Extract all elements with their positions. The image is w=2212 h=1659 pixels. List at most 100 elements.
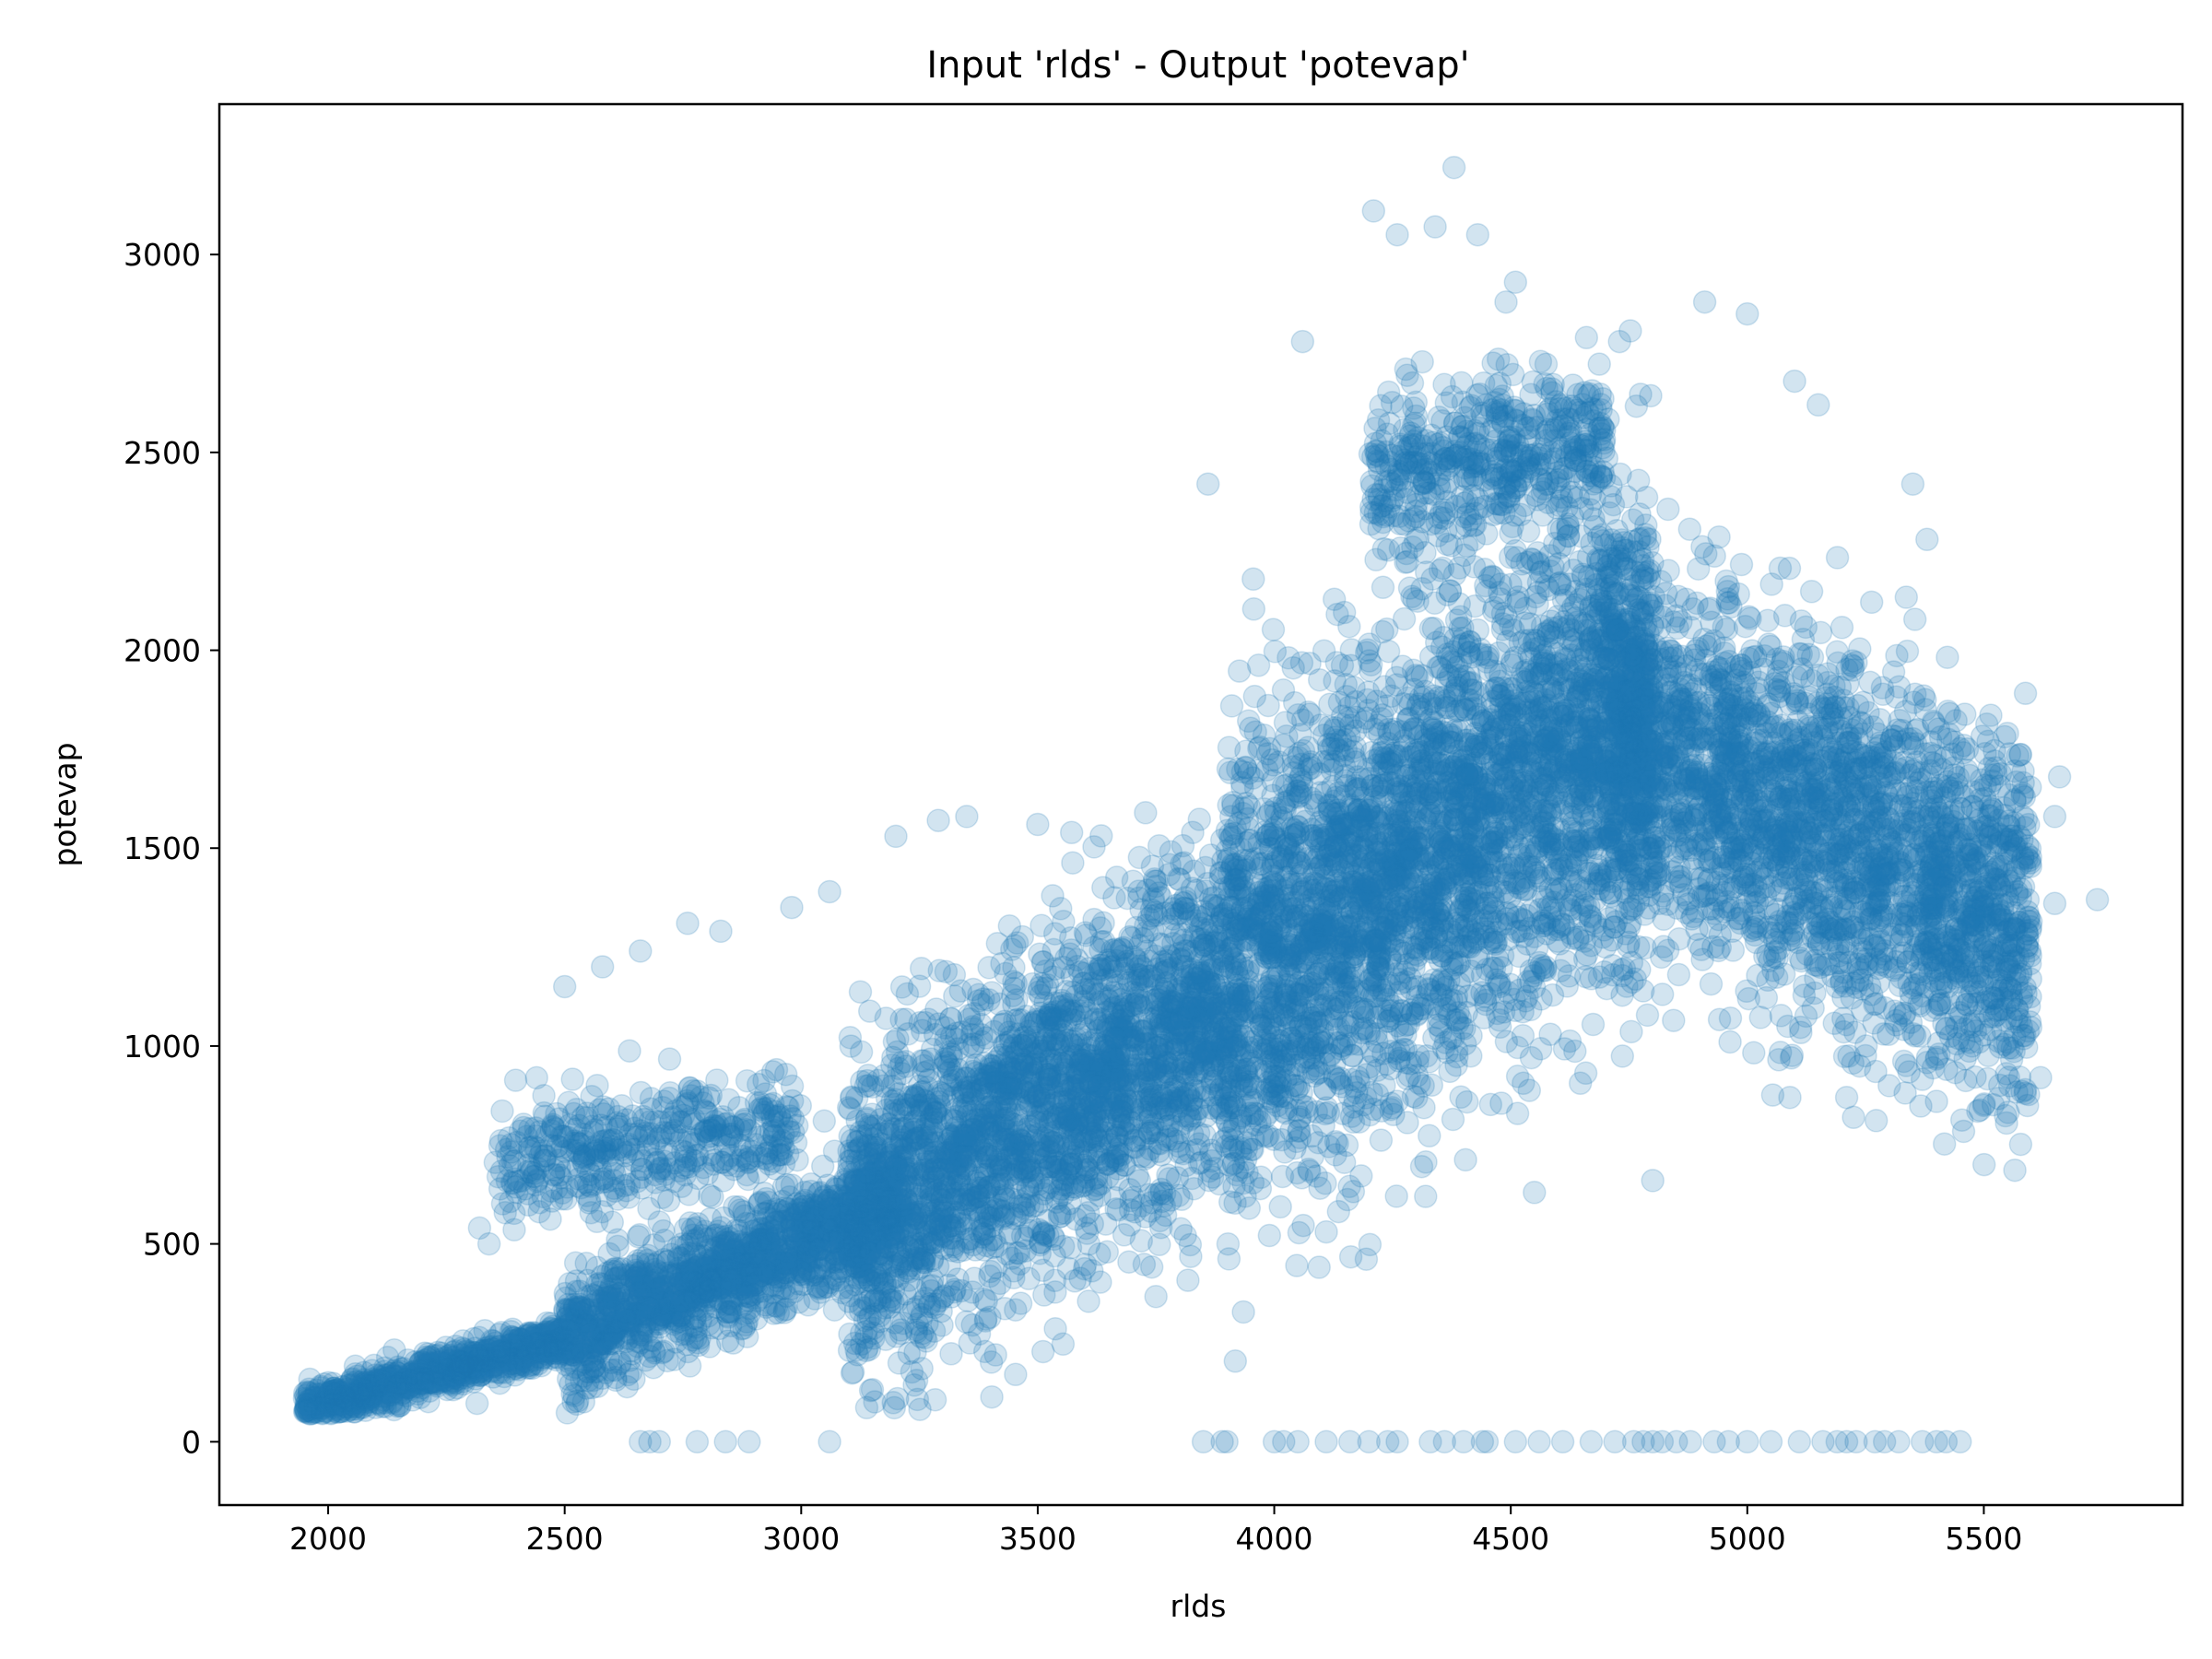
scatter-point-122 bbox=[357, 1384, 382, 1408]
scatter-point-4778 bbox=[1146, 992, 1170, 1016]
scatter-point-4864 bbox=[920, 1037, 945, 1062]
scatter-point-2213 bbox=[791, 1190, 816, 1215]
scatter-point-121 bbox=[303, 1395, 328, 1419]
scatter-point-4860 bbox=[1159, 1062, 1184, 1087]
scatter-point-138 bbox=[413, 1353, 438, 1377]
scatter-point-2264 bbox=[676, 1339, 700, 1364]
scatter-point-2292 bbox=[764, 1247, 789, 1272]
scatter-point-4839 bbox=[900, 1154, 924, 1179]
scatter-point-2246 bbox=[771, 1175, 796, 1199]
scatter-point-4805 bbox=[1135, 968, 1159, 993]
scatter-point-4291 bbox=[1004, 1362, 1028, 1387]
scatter-point-4751 bbox=[1088, 1242, 1112, 1266]
scatter-point-19 bbox=[428, 1364, 453, 1388]
scatter-point-891 bbox=[470, 1338, 495, 1363]
scatter-point-82 bbox=[380, 1382, 404, 1407]
scatter-point-67 bbox=[535, 1342, 559, 1367]
scatter-point-4881 bbox=[1033, 976, 1058, 1001]
scatter-point-3105 bbox=[1179, 1244, 1203, 1268]
scatter-point-4767 bbox=[1172, 964, 1197, 989]
scatter-point-4792 bbox=[1112, 1063, 1137, 1088]
scatter-point-86 bbox=[389, 1357, 413, 1382]
scatter-point-146 bbox=[476, 1347, 500, 1372]
scatter-point-4474 bbox=[980, 1384, 1004, 1409]
scatter-point-72 bbox=[549, 1330, 573, 1354]
scatter-point-4698 bbox=[935, 1175, 960, 1199]
scatter-point-2293 bbox=[580, 1282, 605, 1307]
scatter-point-4543 bbox=[849, 1120, 873, 1144]
scatter-point-39 bbox=[464, 1367, 488, 1391]
scatter-point-2290 bbox=[807, 1257, 832, 1281]
scatter-point-3840 bbox=[1169, 1217, 1193, 1241]
scatter-point-4851 bbox=[894, 1259, 918, 1283]
scatter-point-89 bbox=[501, 1342, 525, 1367]
scatter-point-92 bbox=[327, 1399, 352, 1424]
scatter-point-4769 bbox=[1017, 1266, 1041, 1291]
scatter-point-3717 bbox=[1176, 1268, 1200, 1292]
scatter-point-4885 bbox=[841, 1214, 865, 1239]
scatter-point-4597 bbox=[889, 1007, 913, 1032]
scatter-point-81 bbox=[331, 1397, 355, 1421]
scatter-point-4278 bbox=[857, 999, 882, 1023]
scatter-point-133 bbox=[426, 1369, 451, 1394]
scatter-point-4879 bbox=[1096, 1165, 1120, 1189]
scatter-point-28 bbox=[532, 1329, 556, 1354]
scatter-point-62 bbox=[312, 1389, 336, 1413]
scatter-point-143 bbox=[346, 1397, 370, 1421]
scatter-point-4873 bbox=[1051, 1105, 1076, 1130]
scatter-point-46 bbox=[419, 1371, 444, 1394]
scatter-point-898 bbox=[420, 1358, 444, 1382]
scatter-point-22 bbox=[499, 1338, 524, 1362]
scatter-point-4886 bbox=[983, 1050, 1008, 1074]
scatter-point-5 bbox=[395, 1371, 420, 1395]
scatter-point-129 bbox=[297, 1397, 322, 1422]
scatter-point-64 bbox=[400, 1368, 424, 1392]
scatter-point-4912 bbox=[1241, 597, 1266, 621]
scatter-point-869 bbox=[371, 1377, 395, 1402]
scatter-point-4890 bbox=[980, 1199, 1004, 1223]
scatter-point-4785 bbox=[1187, 1006, 1212, 1030]
scatter-point-83 bbox=[473, 1350, 497, 1375]
scatter-point-3251 bbox=[1102, 886, 1126, 910]
scatter-point-3689 bbox=[882, 1030, 907, 1054]
scatter-point-58 bbox=[350, 1394, 374, 1419]
scatter-point-4390 bbox=[838, 1097, 863, 1122]
scatter-point-14 bbox=[464, 1346, 488, 1370]
scatter-point-127 bbox=[323, 1392, 347, 1416]
scatter-point-20 bbox=[533, 1327, 558, 1351]
scatter-point-896 bbox=[294, 1393, 319, 1417]
scatter-point-4322 bbox=[1056, 1256, 1081, 1281]
scatter-point-61 bbox=[451, 1370, 476, 1394]
scatter-point-42 bbox=[535, 1330, 559, 1354]
scatter-point-4799 bbox=[1176, 909, 1201, 934]
scatter-point-2200 bbox=[707, 1316, 732, 1341]
scatter-point-134 bbox=[336, 1377, 360, 1401]
scatter-point-93 bbox=[367, 1381, 391, 1406]
scatter-point-6 bbox=[540, 1331, 565, 1355]
scatter-point-2995 bbox=[1059, 820, 1084, 845]
scatter-point-4702 bbox=[880, 1074, 904, 1099]
scatter-point-23 bbox=[324, 1379, 347, 1403]
scatter-point-237 bbox=[465, 1391, 489, 1416]
scatter-point-97 bbox=[494, 1340, 519, 1364]
scatter-point-4 bbox=[312, 1399, 335, 1423]
scatter-point-55 bbox=[357, 1375, 382, 1400]
scatter-point-8 bbox=[403, 1361, 427, 1386]
scatter-point-130 bbox=[508, 1335, 533, 1360]
scatter-point-1905 bbox=[812, 1109, 837, 1134]
scatter-point-4560 bbox=[1143, 869, 1167, 893]
scatter-point-4584 bbox=[1072, 989, 1096, 1014]
scatter-point-4574 bbox=[949, 1278, 973, 1303]
scatter-point-124 bbox=[343, 1354, 368, 1379]
scatter-point-112 bbox=[410, 1363, 434, 1388]
scatter-point-4888 bbox=[1179, 1093, 1204, 1118]
scatter-point-4863 bbox=[1190, 1048, 1215, 1073]
scatter-point-49 bbox=[513, 1324, 538, 1348]
scatter-point-110 bbox=[506, 1343, 531, 1367]
scatter-point-4718 bbox=[1077, 1289, 1100, 1313]
scatter-point-4889 bbox=[953, 1144, 978, 1169]
scatter-point-101 bbox=[416, 1360, 440, 1384]
scatter-point-100 bbox=[309, 1386, 334, 1411]
scatter-point-4846 bbox=[854, 1338, 878, 1363]
